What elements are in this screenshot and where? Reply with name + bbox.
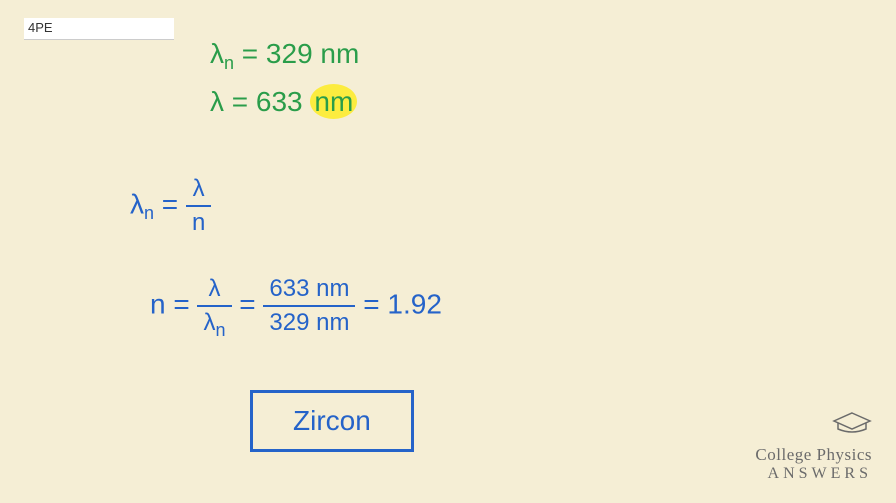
given-lambda: λ = 633 nm	[210, 86, 357, 118]
graduation-cap-icon	[755, 411, 872, 443]
result-value: = 1.92	[363, 288, 442, 319]
den-329: 329 nm	[263, 309, 355, 337]
frac-line-2	[263, 305, 355, 307]
answer-box: Zircon	[250, 390, 414, 452]
lambda-633: λ = 633	[210, 86, 310, 117]
label-text: 4PE	[28, 20, 53, 35]
answer-text: Zircon	[293, 405, 371, 436]
logo: College Physics ANSWERS	[755, 411, 872, 483]
num-633: 633 nm	[263, 275, 355, 303]
den-sub: n	[215, 320, 225, 340]
equals: =	[154, 188, 186, 219]
cap-svg	[832, 411, 872, 435]
equals-mid: =	[239, 288, 263, 319]
sub-n: n	[144, 203, 154, 223]
denominator: n	[186, 209, 211, 237]
lambda-lhs: λ	[130, 188, 144, 219]
equals-329: = 329 nm	[234, 38, 359, 69]
num-lambda: λ	[202, 275, 226, 303]
logo-line1: College Physics	[755, 445, 872, 465]
den-lambda-n: λn	[197, 309, 231, 337]
subscript-n: n	[224, 53, 234, 73]
fraction-lambda-n: λ n	[186, 175, 211, 237]
lambda-symbol: λ	[210, 38, 224, 69]
given-lambda-n: λn = 329 nm	[210, 38, 359, 70]
frac-line-1	[197, 305, 231, 307]
highlighted-nm: nm	[310, 84, 357, 119]
frac-line	[186, 205, 211, 207]
numerator: λ	[187, 175, 211, 203]
den-lambda: λ	[203, 309, 215, 336]
solve-equation: n = λ λn = 633 nm 329 nm = 1.92	[150, 275, 442, 337]
n-equals: n =	[150, 288, 197, 319]
fraction-symbolic: λ λn	[197, 275, 231, 337]
logo-line2: ANSWERS	[755, 465, 872, 483]
formula-equation: λn = λ n	[130, 175, 211, 237]
problem-label: 4PE	[24, 18, 174, 40]
fraction-numeric: 633 nm 329 nm	[263, 275, 355, 337]
